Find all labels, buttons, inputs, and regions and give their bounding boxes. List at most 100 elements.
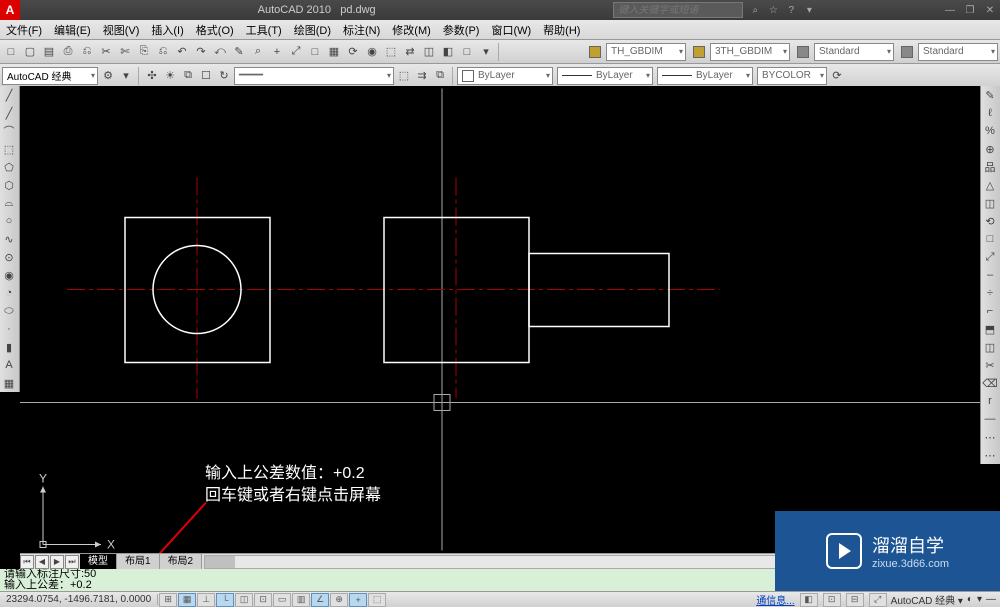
prop-dropdown-3[interactable]: BYCOLOR xyxy=(757,67,827,85)
draw-tool-11[interactable]: ◔ xyxy=(0,284,18,302)
modify-tool-0[interactable]: ✎ xyxy=(981,86,999,104)
draw-tool-12[interactable]: ⬭ xyxy=(0,302,18,320)
layout-tab-2[interactable]: 布局2 xyxy=(160,554,203,570)
modify-tool-5[interactable]: △ xyxy=(981,176,999,194)
modify-tool-7[interactable]: ⟲ xyxy=(981,212,999,230)
toolbar1-btn-21[interactable]: ⇄ xyxy=(401,43,419,61)
status-tail-2[interactable]: — xyxy=(986,594,996,605)
workspace-dropdown[interactable]: AutoCAD 经典 xyxy=(2,67,98,85)
layer-btn-3[interactable]: ☐ xyxy=(197,67,215,85)
tab-nav-l-3[interactable]: ⏭ xyxy=(65,555,79,569)
toolbar1-btn-12[interactable]: ✎ xyxy=(230,43,248,61)
style-swatch-3[interactable] xyxy=(898,43,916,61)
modify-tool-11[interactable]: ÷ xyxy=(981,284,999,302)
toolbar1-btn-24[interactable]: □ xyxy=(458,43,476,61)
modify-tool-3[interactable]: ⊕ xyxy=(981,140,999,158)
toolbar1-btn-25[interactable]: ▾ xyxy=(477,43,495,61)
status-toggle-11[interactable]: ⬚ xyxy=(368,593,386,607)
app-logo[interactable]: A xyxy=(0,0,20,20)
status-toggle-4[interactable]: ◫ xyxy=(235,593,253,607)
window-control-0[interactable]: — xyxy=(940,2,960,18)
style-dropdown-1[interactable]: 3TH_GBDIM xyxy=(710,43,790,61)
toolbar1-btn-19[interactable]: ◉ xyxy=(363,43,381,61)
modify-tool-9[interactable]: ⤢ xyxy=(981,248,999,266)
modify-tool-10[interactable]: – xyxy=(981,266,999,284)
layer-btn-0[interactable]: ✣ xyxy=(143,67,161,85)
menu-item-4[interactable]: 格式(O) xyxy=(190,22,240,38)
modify-tool-2[interactable]: % xyxy=(981,122,999,140)
draw-tool-7[interactable]: ○ xyxy=(0,212,18,230)
modify-tool-17[interactable]: r xyxy=(981,392,999,410)
draw-tool-2[interactable]: ⌒ xyxy=(0,122,18,140)
style-dropdown-0[interactable]: TH_GBDIM xyxy=(606,43,686,61)
modify-tool-14[interactable]: ◫ xyxy=(981,338,999,356)
tab-nav-l-2[interactable]: ▶ xyxy=(50,555,64,569)
status-tail-0[interactable]: ◐ xyxy=(967,594,973,605)
layout-tab-1[interactable]: 布局1 xyxy=(117,554,160,570)
menu-item-8[interactable]: 修改(M) xyxy=(386,22,437,38)
toolbar1-btn-23[interactable]: ◧ xyxy=(439,43,457,61)
help-search-input[interactable] xyxy=(613,2,743,18)
modify-tool-8[interactable]: □ xyxy=(981,230,999,248)
toolbar1-btn-9[interactable]: ↶ xyxy=(173,43,191,61)
menu-item-10[interactable]: 窗口(W) xyxy=(485,22,537,38)
status-toggle-6[interactable]: ▭ xyxy=(273,593,291,607)
modify-tool-15[interactable]: ✂ xyxy=(981,356,999,374)
toolbar1-btn-7[interactable]: ⎘ xyxy=(135,43,153,61)
draw-tool-1[interactable]: ╱ xyxy=(0,104,18,122)
prop-dropdown-1[interactable]: ByLayer xyxy=(557,67,653,85)
layer-btn-2[interactable]: ⧉ xyxy=(179,67,197,85)
menu-item-6[interactable]: 绘图(D) xyxy=(288,22,337,38)
menu-item-0[interactable]: 文件(F) xyxy=(0,22,48,38)
toolbar1-btn-5[interactable]: ✂ xyxy=(97,43,115,61)
toolbar1-btn-18[interactable]: ⟳ xyxy=(344,43,362,61)
title-tool-icon-1[interactable]: ☆ xyxy=(765,2,781,18)
draw-tool-10[interactable]: ◉ xyxy=(0,266,18,284)
draw-tool-9[interactable]: ⊙ xyxy=(0,248,18,266)
style-swatch-2[interactable] xyxy=(794,43,812,61)
status-right-btn-1[interactable]: ⊡ xyxy=(823,593,841,607)
layer-after-2[interactable]: ⧉ xyxy=(431,67,449,85)
toolbar1-btn-15[interactable]: ⤢ xyxy=(287,43,305,61)
toolbar1-btn-13[interactable]: ⌕ xyxy=(249,43,267,61)
modify-tool-1[interactable]: ℓ xyxy=(981,104,999,122)
style-swatch-1[interactable] xyxy=(690,43,708,61)
modify-tool-20[interactable]: ⋯ xyxy=(981,446,999,464)
status-workspace-label[interactable]: AutoCAD 经典 ▾ xyxy=(891,592,963,607)
drawing-canvas[interactable]: XY 输入上公差数值：+0.2 回车键或者右键点击屏幕 xyxy=(20,86,980,553)
style-dropdown-2[interactable]: Standard xyxy=(814,43,894,61)
status-toggle-3[interactable]: └ xyxy=(216,593,234,607)
toolbar1-btn-4[interactable]: ⎌ xyxy=(78,43,96,61)
status-toggle-5[interactable]: ⊡ xyxy=(254,593,272,607)
draw-tool-16[interactable]: ▦ xyxy=(0,374,18,392)
toolbar1-btn-20[interactable]: ⬚ xyxy=(382,43,400,61)
menu-item-9[interactable]: 参数(P) xyxy=(437,22,486,38)
toolbar1-btn-1[interactable]: ▢ xyxy=(21,43,39,61)
status-toggle-8[interactable]: ∠ xyxy=(311,593,329,607)
toolbar1-btn-16[interactable]: □ xyxy=(306,43,324,61)
draw-tool-15[interactable]: A xyxy=(0,356,18,374)
menu-item-11[interactable]: 帮助(H) xyxy=(537,22,586,38)
layout-tab-0[interactable]: 模型 xyxy=(80,554,117,570)
workspace-extra-1[interactable]: ▾ xyxy=(117,67,135,85)
prop-dropdown-2[interactable]: ByLayer xyxy=(657,67,753,85)
modify-tool-13[interactable]: ⬒ xyxy=(981,320,999,338)
toolbar1-btn-6[interactable]: ✄ xyxy=(116,43,134,61)
status-tail-1[interactable]: ▾ xyxy=(977,594,982,605)
layer-btn-1[interactable]: ☀ xyxy=(161,67,179,85)
status-toggle-9[interactable]: ⊕ xyxy=(330,593,348,607)
prop-dropdown-0[interactable]: ByLayer xyxy=(457,67,553,85)
menu-item-5[interactable]: 工具(T) xyxy=(240,22,288,38)
modify-tool-6[interactable]: ◫ xyxy=(981,194,999,212)
menu-item-1[interactable]: 编辑(E) xyxy=(48,22,97,38)
status-toggle-0[interactable]: ⊞ xyxy=(159,593,177,607)
modify-tool-19[interactable]: ⋯ xyxy=(981,428,999,446)
tab-nav-l-0[interactable]: ⏮ xyxy=(20,555,34,569)
draw-tool-6[interactable]: ⌓ xyxy=(0,194,18,212)
toolbar1-btn-17[interactable]: ▦ xyxy=(325,43,343,61)
status-right-btn-2[interactable]: ⊟ xyxy=(846,593,864,607)
draw-tool-5[interactable]: ⬡ xyxy=(0,176,18,194)
status-toggle-2[interactable]: ⊥ xyxy=(197,593,215,607)
layer-after-0[interactable]: ⬚ xyxy=(395,67,413,85)
menu-item-3[interactable]: 插入(I) xyxy=(145,22,189,38)
